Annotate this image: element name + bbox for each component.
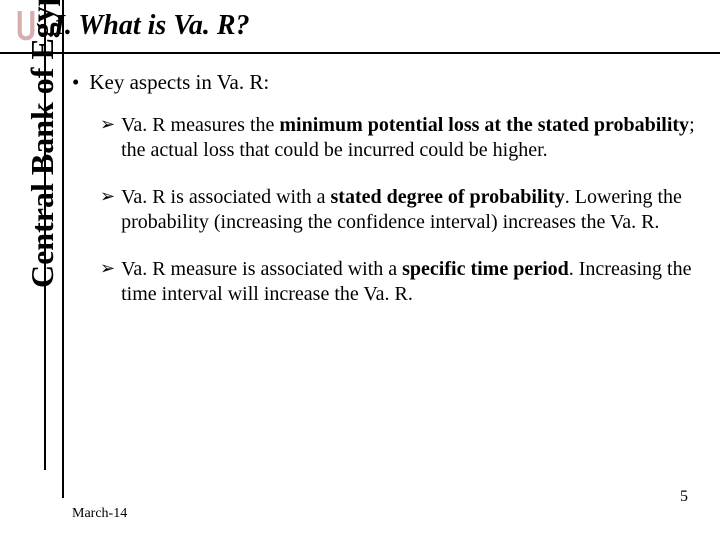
lead-text: Key aspects in Va. R: — [89, 70, 269, 94]
arrow-icon: ➢ — [100, 185, 115, 235]
list-item: ➢ Va. R measures the minimum potential l… — [100, 113, 696, 163]
bullet-dot-icon: • — [72, 70, 79, 94]
lead-line: • Key aspects in Va. R: — [72, 70, 696, 95]
sidebar-label: Central Bank of Egypt — [24, 0, 61, 288]
footer-page-number: 5 — [680, 488, 688, 506]
slide: I. What is Va. R? Central Bank of Egypt … — [0, 0, 720, 540]
title-underline — [0, 52, 720, 54]
bullet-text: Va. R measure is associated with a speci… — [121, 257, 696, 307]
bullet-text: Va. R measures the minimum potential los… — [121, 113, 696, 163]
page-title: I. What is Va. R? — [54, 10, 250, 42]
bullet-bold: stated degree of probability — [331, 186, 565, 208]
bullet-text: Va. R is associated with a stated degree… — [121, 185, 696, 235]
content-area: • Key aspects in Va. R: ➢ Va. R measures … — [72, 70, 696, 329]
bullet-list: ➢ Va. R measures the minimum potential l… — [72, 113, 696, 307]
bullet-bold: specific time period — [402, 258, 569, 280]
list-item: ➢ Va. R measure is associated with a spe… — [100, 257, 696, 307]
bullet-prefix: Va. R is associated with a — [121, 186, 330, 208]
arrow-icon: ➢ — [100, 257, 115, 307]
bullet-bold: minimum potential loss at the stated pro… — [279, 114, 689, 136]
list-item: ➢ Va. R is associated with a stated degr… — [100, 185, 696, 235]
arrow-icon: ➢ — [100, 113, 115, 163]
bullet-prefix: Va. R measure is associated with a — [121, 258, 402, 280]
footer-date: March-14 — [72, 506, 127, 522]
bullet-prefix: Va. R measures the — [121, 114, 279, 136]
